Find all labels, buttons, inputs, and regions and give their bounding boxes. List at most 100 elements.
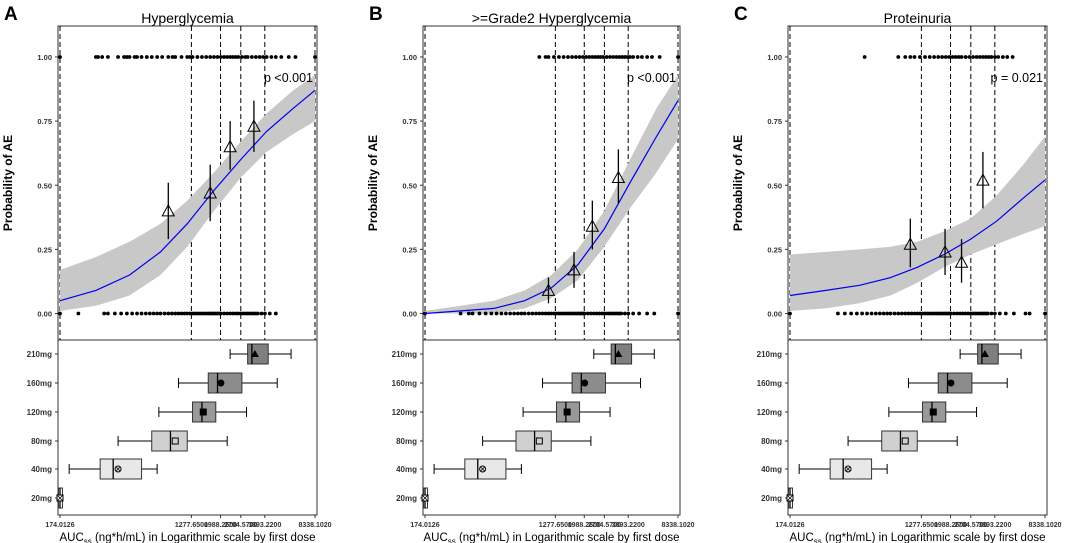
no-event-point xyxy=(622,311,627,316)
event-point xyxy=(222,55,227,59)
binned-mean-triangle xyxy=(976,173,990,186)
no-event-point xyxy=(112,311,117,316)
event-point xyxy=(963,55,968,59)
event-point xyxy=(611,55,616,59)
event-point xyxy=(956,55,961,59)
y-tick-label: 0.75 xyxy=(37,117,52,126)
event-point xyxy=(628,55,632,59)
event-point xyxy=(264,55,269,59)
dose-label: 120mg xyxy=(392,408,417,417)
no-event-point xyxy=(182,311,187,316)
event-point xyxy=(286,55,291,59)
no-event-point xyxy=(588,311,593,316)
event-point xyxy=(253,55,258,59)
no-event-point xyxy=(534,311,538,316)
no-event-point xyxy=(494,311,499,316)
x-axis-title-sub: ss xyxy=(814,537,822,543)
dose-box-160mg xyxy=(542,372,642,394)
event-point xyxy=(1005,55,1010,59)
x-tick-label: 1988.2600 xyxy=(934,522,967,529)
event-point xyxy=(927,55,932,59)
binned-mean-triangle xyxy=(611,170,626,184)
no-event-point xyxy=(470,311,475,316)
no-event-point xyxy=(263,311,267,316)
no-event-point xyxy=(989,311,994,316)
no-event-point xyxy=(955,311,960,316)
event-point xyxy=(940,55,945,59)
event-point xyxy=(543,55,548,59)
y-tick-label: 0.50 xyxy=(402,181,417,190)
event-point xyxy=(989,55,994,59)
dose-label: 20mg xyxy=(396,494,417,503)
no-event-point xyxy=(169,311,174,316)
no-event-point xyxy=(877,311,882,316)
event-point xyxy=(273,55,278,59)
event-point xyxy=(293,55,298,59)
y-tick-label: 0.50 xyxy=(37,181,52,190)
panel-letter: B xyxy=(369,4,383,25)
no-event-point xyxy=(147,311,152,316)
panel-c: C Proteinuria p = 0.021 0.00 0.25 0.50 0.75 1.0… xyxy=(731,4,1062,543)
x-tick-label: 3893.2200 xyxy=(612,522,645,529)
box xyxy=(610,343,633,365)
x-axis-title: AUCss (ng*h/mL) in Logarithmic scale by … xyxy=(60,532,316,543)
dose-label: 20mg xyxy=(761,494,782,503)
event-point xyxy=(896,55,901,59)
event-point xyxy=(122,55,126,59)
event-point xyxy=(908,55,913,59)
bottom-plot-frame xyxy=(422,339,681,516)
mean-marker xyxy=(581,379,589,387)
no-event-point xyxy=(259,311,264,316)
dose-label: 210mg xyxy=(392,350,417,359)
event-point xyxy=(225,55,230,59)
y-tick-label: 1.00 xyxy=(37,53,52,62)
dose-label: 210mg xyxy=(27,350,52,359)
event-point xyxy=(106,55,110,59)
y-tick-label: 0.25 xyxy=(402,245,417,254)
event-point xyxy=(657,55,662,59)
event-point xyxy=(936,55,941,59)
event-point xyxy=(245,55,250,59)
event-point xyxy=(166,55,171,59)
no-event-point xyxy=(139,311,144,316)
x-tick-label: 3893.2200 xyxy=(978,522,1011,529)
dose-box-80mg xyxy=(847,430,958,452)
x-tick-label: 1988.2600 xyxy=(568,522,601,529)
box xyxy=(207,372,243,394)
box xyxy=(571,372,606,394)
no-event-point xyxy=(143,311,148,316)
no-event-point xyxy=(76,311,81,316)
no-event-point xyxy=(162,311,167,316)
event-point xyxy=(100,55,105,59)
y-tick-label: 0.50 xyxy=(767,181,782,190)
event-point xyxy=(124,55,129,59)
no-event-point xyxy=(993,311,997,316)
no-event-point xyxy=(885,311,890,316)
y-tick-label: 0.25 xyxy=(767,245,782,254)
no-event-point xyxy=(903,311,908,316)
event-point xyxy=(208,55,213,59)
x-tick-label: 2704.5700 xyxy=(224,522,257,529)
no-event-point xyxy=(626,311,631,316)
x-axis-title: AUCss (ng*h/mL) in Logarithmic scale by … xyxy=(424,532,680,543)
box xyxy=(937,372,973,394)
dose-label: 160mg xyxy=(757,379,782,388)
event-point xyxy=(974,55,979,59)
x-tick-label: 1277.6500 xyxy=(175,522,208,529)
no-event-point xyxy=(477,311,482,316)
mean-marker-cross xyxy=(845,466,851,472)
no-event-point xyxy=(106,311,110,316)
bottom-plot-frame xyxy=(57,339,318,516)
no-event-point xyxy=(997,311,1002,316)
event-point xyxy=(617,55,622,59)
x-tick-label: 1277.6500 xyxy=(905,522,938,529)
dose-box-120mg xyxy=(158,401,248,423)
no-event-point xyxy=(228,311,233,316)
event-point xyxy=(981,55,985,59)
no-event-point xyxy=(176,311,181,316)
no-event-point xyxy=(225,311,230,316)
event-point xyxy=(240,55,244,59)
event-point xyxy=(313,55,317,59)
event-point xyxy=(215,55,220,59)
p-value: p <0.001 xyxy=(264,71,313,85)
